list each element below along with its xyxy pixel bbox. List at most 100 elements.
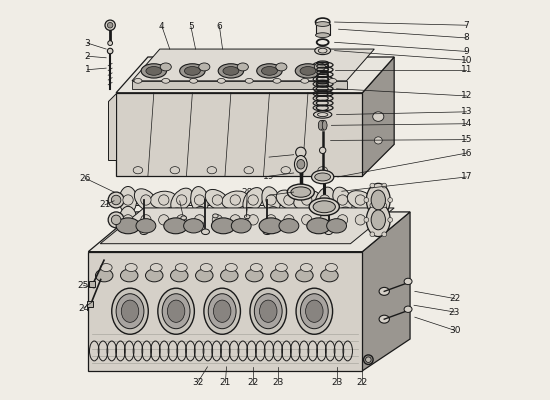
Ellipse shape (347, 210, 373, 229)
Ellipse shape (266, 195, 276, 205)
Ellipse shape (162, 294, 190, 329)
Text: 14: 14 (461, 119, 472, 128)
Ellipse shape (315, 207, 334, 233)
Ellipse shape (125, 264, 137, 272)
Ellipse shape (232, 219, 251, 233)
Ellipse shape (116, 294, 144, 329)
Ellipse shape (382, 203, 387, 208)
Ellipse shape (248, 195, 258, 205)
Polygon shape (116, 57, 394, 93)
Ellipse shape (318, 120, 327, 130)
Ellipse shape (318, 167, 327, 174)
Ellipse shape (96, 269, 113, 282)
Ellipse shape (262, 207, 280, 233)
Text: 10: 10 (461, 56, 472, 65)
Ellipse shape (375, 137, 382, 144)
Ellipse shape (158, 195, 169, 205)
Text: 4: 4 (159, 22, 164, 30)
Ellipse shape (294, 156, 307, 173)
Ellipse shape (246, 269, 263, 282)
Ellipse shape (388, 198, 393, 202)
Ellipse shape (313, 201, 336, 213)
Ellipse shape (205, 209, 229, 230)
Ellipse shape (301, 215, 312, 225)
Ellipse shape (284, 195, 294, 205)
Polygon shape (362, 212, 410, 371)
Ellipse shape (379, 287, 389, 295)
Ellipse shape (221, 269, 238, 282)
Polygon shape (108, 93, 116, 160)
Text: 17: 17 (461, 172, 472, 182)
Ellipse shape (364, 198, 368, 202)
Text: 3: 3 (85, 38, 90, 48)
Ellipse shape (327, 219, 346, 233)
Ellipse shape (311, 170, 334, 184)
Text: 19: 19 (263, 172, 275, 181)
Ellipse shape (276, 264, 287, 272)
Polygon shape (362, 57, 394, 176)
Ellipse shape (111, 195, 121, 205)
Ellipse shape (133, 167, 143, 174)
Ellipse shape (180, 64, 205, 78)
Ellipse shape (122, 300, 139, 322)
Ellipse shape (177, 195, 187, 205)
Ellipse shape (218, 64, 244, 78)
Ellipse shape (199, 63, 210, 71)
Ellipse shape (404, 278, 412, 285)
Ellipse shape (281, 167, 290, 174)
Ellipse shape (164, 218, 188, 234)
Ellipse shape (120, 269, 138, 282)
Ellipse shape (347, 191, 373, 209)
Polygon shape (132, 49, 375, 81)
Ellipse shape (108, 192, 124, 208)
Ellipse shape (315, 173, 331, 181)
Ellipse shape (170, 188, 192, 212)
Ellipse shape (382, 232, 387, 237)
Ellipse shape (271, 269, 288, 282)
Ellipse shape (200, 264, 212, 272)
Text: 24: 24 (78, 304, 89, 312)
Ellipse shape (170, 269, 188, 282)
Bar (316, 24, 330, 35)
Ellipse shape (366, 203, 390, 236)
Ellipse shape (105, 20, 115, 30)
Ellipse shape (316, 22, 330, 26)
Polygon shape (89, 252, 362, 371)
Ellipse shape (295, 64, 321, 78)
Ellipse shape (207, 167, 217, 174)
Ellipse shape (194, 195, 205, 205)
Ellipse shape (273, 78, 281, 83)
Ellipse shape (212, 195, 223, 205)
Text: 1: 1 (85, 65, 90, 74)
Ellipse shape (294, 210, 320, 229)
Ellipse shape (136, 219, 156, 233)
Ellipse shape (146, 269, 163, 282)
Ellipse shape (107, 22, 113, 28)
Ellipse shape (140, 229, 148, 234)
Ellipse shape (364, 218, 368, 222)
Ellipse shape (177, 215, 187, 225)
Text: 25: 25 (78, 281, 89, 290)
Polygon shape (100, 208, 394, 244)
Ellipse shape (208, 294, 236, 329)
Text: 5: 5 (188, 22, 194, 30)
Text: 30: 30 (449, 326, 460, 335)
Ellipse shape (301, 78, 309, 83)
Ellipse shape (141, 195, 151, 205)
Ellipse shape (326, 264, 337, 272)
Ellipse shape (123, 195, 133, 205)
Ellipse shape (160, 63, 172, 71)
Ellipse shape (196, 269, 213, 282)
Ellipse shape (244, 215, 250, 219)
Ellipse shape (158, 288, 194, 334)
Ellipse shape (366, 183, 390, 217)
Ellipse shape (158, 215, 169, 225)
Ellipse shape (248, 215, 258, 225)
Ellipse shape (300, 294, 328, 329)
Ellipse shape (190, 78, 197, 83)
Ellipse shape (300, 264, 312, 272)
Ellipse shape (262, 187, 280, 213)
Ellipse shape (259, 218, 283, 234)
Ellipse shape (333, 207, 352, 233)
Ellipse shape (254, 294, 282, 329)
